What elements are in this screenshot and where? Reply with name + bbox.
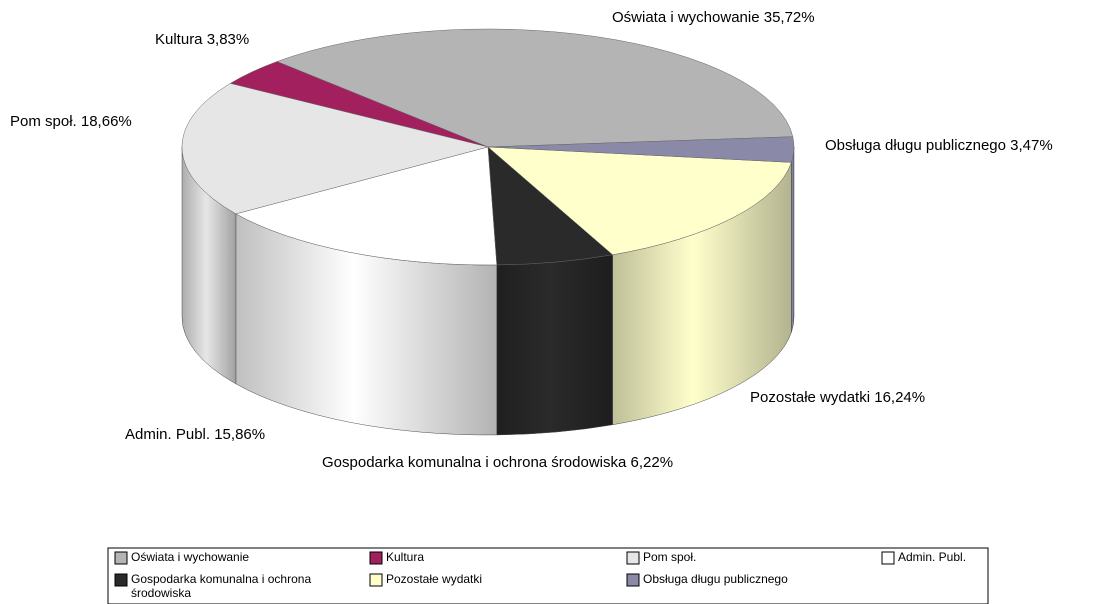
data-label: Kultura 3,83%: [155, 31, 249, 48]
side-shade: [791, 147, 795, 333]
legend: Oświata i wychowanie Kultura Pom społ. Admi…: [114, 550, 966, 600]
data-label: Oświata i wychowanie 35,72%: [612, 9, 815, 26]
legend-label: Obsługa długu publicznego: [643, 572, 788, 586]
data-label-name: Pozostałe wydatki: [750, 389, 870, 406]
legend-line: Gospodarka komunalna i ochrona: [131, 572, 311, 586]
slice: [487, 136, 795, 163]
data-label-value: 3,47%: [1010, 137, 1053, 154]
data-label-name: Admin. Publ.: [125, 426, 210, 443]
legend-box: [107, 547, 989, 604]
slice: [181, 83, 489, 215]
legend-line: środowiska: [131, 586, 191, 600]
legend-swatch: [626, 573, 640, 587]
pie: [181, 28, 795, 436]
slice: [276, 28, 794, 148]
legend-label: Pozostałe wydatki: [386, 572, 482, 586]
data-label-value: 6,22%: [631, 454, 674, 471]
legend-label: Gospodarka komunalna i ochrona środowiska: [131, 572, 311, 600]
side-shade: [235, 213, 497, 435]
data-label: Pozostałe wydatki 16,24%: [750, 389, 925, 406]
legend-swatch: [369, 551, 383, 565]
legend-swatch: [114, 573, 128, 587]
data-label-name: Pom społ.: [10, 113, 77, 130]
side-shade: [612, 162, 792, 425]
data-label-value: 16,24%: [874, 389, 925, 406]
slice: [487, 146, 614, 266]
legend-swatch: [626, 551, 640, 565]
data-label: Obsługa długu publicznego 3,47%: [825, 137, 1053, 154]
legend-label: Admin. Publ.: [898, 550, 966, 564]
labels: Oświata i wychowanie 35,72% Kultura 3,83%…: [10, 9, 1053, 471]
legend-label: Oświata i wychowanie: [131, 550, 249, 564]
legend-label: Kultura: [386, 550, 424, 564]
legend-label: Pom społ.: [643, 550, 696, 564]
data-label-value: 35,72%: [764, 9, 815, 26]
legend-swatch: [881, 551, 895, 565]
side-shade: [496, 254, 613, 435]
data-label: Admin. Publ. 15,86%: [125, 426, 265, 443]
slice: [235, 146, 498, 266]
data-label-value: 3,83%: [207, 31, 250, 48]
data-label-name: Gospodarka komunalna i ochrona środowisk…: [322, 454, 627, 471]
data-label-value: 15,86%: [214, 426, 265, 443]
data-label-value: 18,66%: [81, 113, 132, 130]
legend-swatch: [369, 573, 383, 587]
data-label-name: Oświata i wychowanie: [612, 9, 760, 26]
data-label-name: Kultura: [155, 31, 203, 48]
data-label-name: Obsługa długu publicznego: [825, 137, 1006, 154]
slice: [487, 146, 792, 256]
side-shade: [182, 147, 236, 384]
data-label: Pom społ. 18,66%: [10, 113, 132, 130]
legend-swatch: [114, 551, 128, 565]
data-label: Gospodarka komunalna i ochrona środowisk…: [322, 454, 673, 471]
